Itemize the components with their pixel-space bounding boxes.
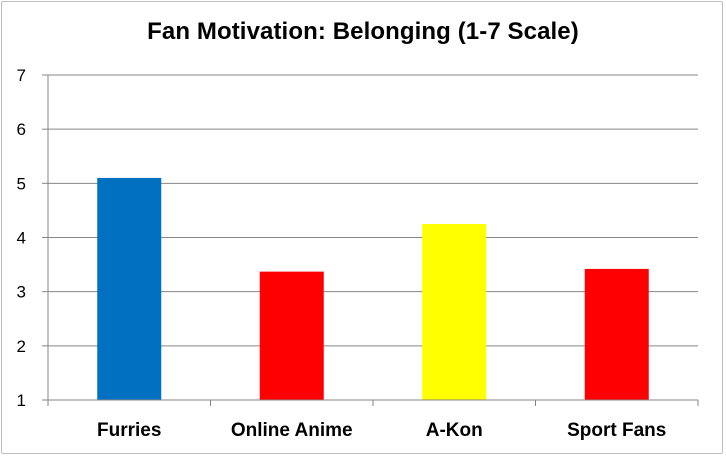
y-tick-label: 4 <box>17 229 26 248</box>
x-category-labels: Furries Online Anime A-Kon Sport Fans <box>97 420 666 441</box>
bar-online-anime <box>259 271 324 400</box>
bars <box>97 177 649 400</box>
y-tick-label: 1 <box>17 391 26 410</box>
x-category-label: Sport Fans <box>567 420 666 441</box>
chart-title: Fan Motivation: Belonging (1-7 Scale) <box>147 18 579 45</box>
y-tick-label: 3 <box>17 283 26 302</box>
bar-sport-fans <box>584 268 649 400</box>
y-tick-label: 6 <box>17 120 26 139</box>
x-category-label: Online Anime <box>231 420 353 441</box>
y-tick-label: 5 <box>17 174 26 193</box>
axes <box>42 74 699 406</box>
bar-a-kon <box>422 223 487 400</box>
x-category-label: A-Kon <box>426 420 483 441</box>
y-tick-labels: 1 2 3 4 5 6 7 <box>17 66 26 410</box>
y-tick-label: 2 <box>17 337 26 356</box>
y-tick-label: 7 <box>17 66 26 85</box>
x-category-label: Furries <box>97 420 161 441</box>
bar-furries <box>97 177 162 400</box>
